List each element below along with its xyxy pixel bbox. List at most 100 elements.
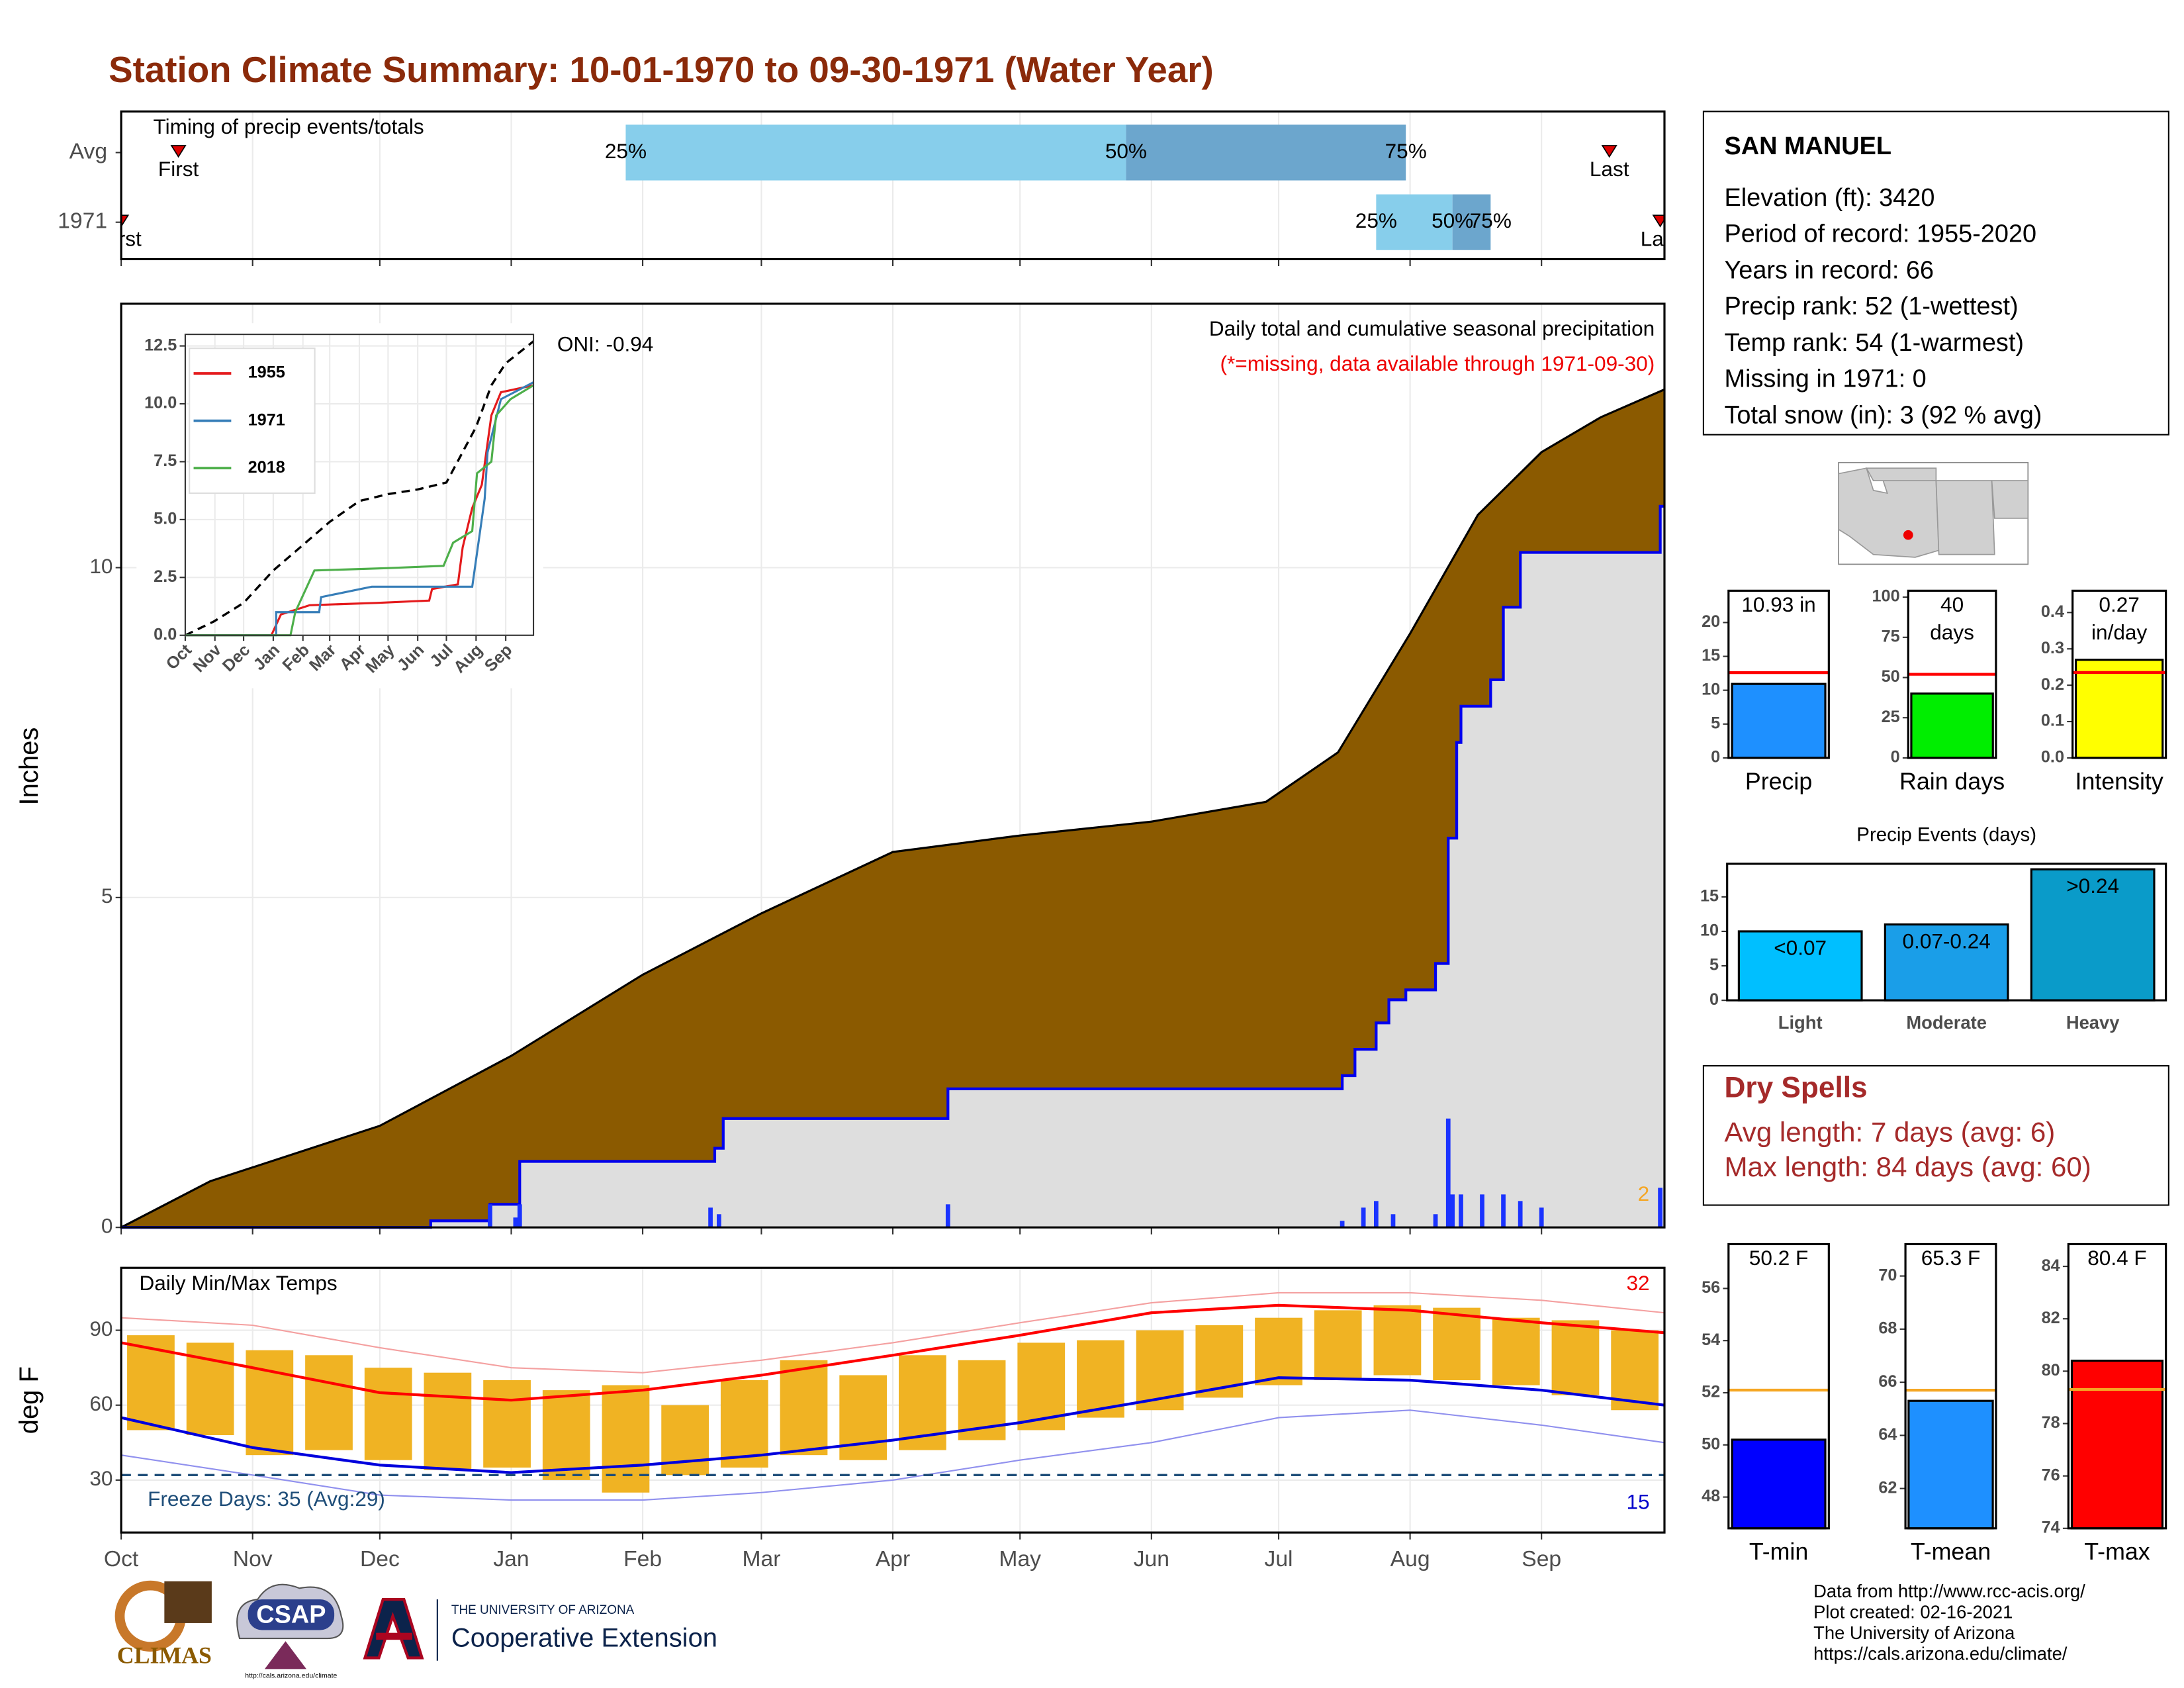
normal-area-fill — [121, 389, 1664, 1228]
station-line: Precip rank: 52 (1-wettest) — [1724, 293, 2018, 320]
y-tick-label: 10 — [1700, 921, 1719, 940]
climas-text: CLIMAS — [117, 1642, 212, 1669]
station-line: Period of record: 1955-2020 — [1724, 220, 2036, 248]
y-tick-label: 82 — [2042, 1309, 2060, 1327]
dry-spells-line: Avg length: 7 days (avg: 6) — [1724, 1116, 2055, 1147]
y-tick-label: 74 — [2042, 1518, 2060, 1536]
station-line: Missing in 1971: 0 — [1724, 365, 1926, 393]
y-tick-label: 15 — [1700, 887, 1719, 906]
x-tick-label: Aug — [1390, 1547, 1430, 1571]
cumulative-line — [121, 504, 1664, 1229]
y-tick-label: 48 — [1702, 1487, 1720, 1505]
plot-frame — [184, 334, 535, 636]
x-tick-label: Moderate — [1906, 1012, 1987, 1033]
daily-bar — [1459, 1194, 1463, 1228]
low-count: 15 — [1626, 1489, 1649, 1513]
plot-frame — [1907, 589, 1997, 759]
high-count: 32 — [1626, 1271, 1649, 1295]
x-tick-label: Intensity — [2075, 768, 2163, 794]
row-label: 1971 — [58, 209, 107, 234]
normal-line — [185, 340, 535, 637]
y-tick-label: 5 — [101, 884, 113, 908]
x-tick-label: T-max — [2084, 1538, 2150, 1565]
station-line: Total snow (in): 3 (92 % avg) — [1724, 401, 2042, 429]
bar — [2070, 1359, 2164, 1530]
bar-label: 0.07-0.24 — [1903, 929, 1991, 953]
plot-frame — [2071, 589, 2167, 759]
daily-bar — [1373, 1201, 1379, 1228]
temp-range-bar — [1433, 1307, 1480, 1380]
y-tick-label: 12.5 — [144, 336, 177, 354]
event-marker — [1601, 145, 1617, 158]
temp-range-bar — [305, 1355, 353, 1450]
x-tick-label: Dec — [360, 1547, 400, 1571]
extension-text: Cooperative Extension — [451, 1624, 717, 1653]
percentile-label: 50% — [1105, 139, 1147, 163]
x-tick-label: Rain days — [1899, 768, 2005, 794]
value-label-box: 65.3 F — [1921, 1247, 1981, 1271]
x-tick-label: Precip — [1745, 768, 1812, 794]
y-tick-label: 0.4 — [2041, 602, 2064, 621]
daily-bar — [1450, 1194, 1455, 1228]
temp-range-bar — [720, 1380, 768, 1468]
event-marker — [121, 214, 130, 228]
plot-frame — [1726, 863, 2167, 1002]
series-line — [185, 381, 534, 637]
chart-subtitle: (*=missing, data available through 1971-… — [1220, 352, 1655, 375]
normal-outline — [120, 388, 1665, 1229]
page-title: Station Climate Summary: 10-01-1970 to 0… — [109, 49, 1214, 90]
daily-bar — [1539, 1207, 1544, 1228]
y-tick-label: 0.0 — [2041, 748, 2064, 767]
value-label-box: 40 days — [1930, 593, 1974, 645]
value-label-box: 0.27 in/day — [2091, 594, 2147, 645]
y-tick-label: 78 — [2042, 1413, 2060, 1432]
percentile-bar — [1376, 194, 1453, 250]
y-tick-label: 10 — [89, 554, 113, 578]
cumulative-fill — [121, 506, 1664, 1228]
y-tick-label: 100 — [1872, 587, 1900, 606]
x-tick-label: Mar — [742, 1547, 780, 1571]
y-tick-label: 80 — [2042, 1361, 2060, 1380]
daily-bar — [517, 1204, 522, 1228]
plot-frame — [120, 1266, 1666, 1534]
bar-label: >0.24 — [2066, 874, 2119, 898]
chart-title: Daily total and cumulative seasonal prec… — [1209, 316, 1655, 340]
dry-spells-title: Dry Spells — [1724, 1072, 1867, 1104]
temp-range-bar — [483, 1380, 531, 1468]
temp-range-bar — [1255, 1317, 1302, 1385]
value-label: 40 days — [1930, 593, 1974, 645]
y-tick-label: 5.0 — [154, 510, 177, 528]
y-tick-label: 50 — [1882, 667, 1900, 686]
ua-text: THE UNIVERSITY OF ARIZONA — [451, 1603, 635, 1617]
y-tick-label: 52 — [1702, 1383, 1720, 1401]
daily-bar — [1433, 1214, 1438, 1228]
bar-label: <0.07 — [1774, 936, 1827, 960]
station-line: Temp rank: 54 (1-warmest) — [1724, 329, 2024, 357]
plot-frame — [120, 303, 1666, 1229]
legend-label: 1955 — [248, 363, 285, 382]
daily-bar — [945, 1204, 950, 1228]
climas-logo: CLIMAS — [114, 1580, 212, 1669]
temp-range-bar — [186, 1342, 234, 1435]
bar — [1731, 1438, 1827, 1530]
value-label-box: 50.2 F — [1749, 1247, 1809, 1271]
bar — [2030, 868, 2156, 1002]
percentile-label: 75% — [1385, 139, 1427, 163]
y-tick-label: 10.0 — [144, 394, 177, 412]
percentile-bar — [625, 124, 1126, 181]
value-label: 10.93 in — [1741, 593, 1816, 618]
freeze-label: Freeze Days: 35 (Avg:29) — [148, 1487, 385, 1511]
y-tick-label: 5 — [1709, 956, 1719, 974]
footer-line: The University of Arizona — [1813, 1622, 2015, 1643]
temp-line — [120, 1303, 1665, 1402]
y-tick-label: 15 — [1702, 646, 1720, 665]
y-axis-label: deg F — [15, 1366, 44, 1434]
y-tick-label: 70 — [1878, 1266, 1897, 1284]
temp-range-bar — [1611, 1330, 1659, 1411]
temp-range-bar — [1314, 1310, 1362, 1380]
y-tick-label: 75 — [1882, 627, 1900, 645]
x-tick-label: Heavy — [2066, 1012, 2120, 1033]
x-tick-label: T-min — [1749, 1538, 1808, 1565]
oni-label: ONI: -0.94 — [557, 332, 654, 355]
percentile-label: 50% — [1432, 209, 1473, 232]
